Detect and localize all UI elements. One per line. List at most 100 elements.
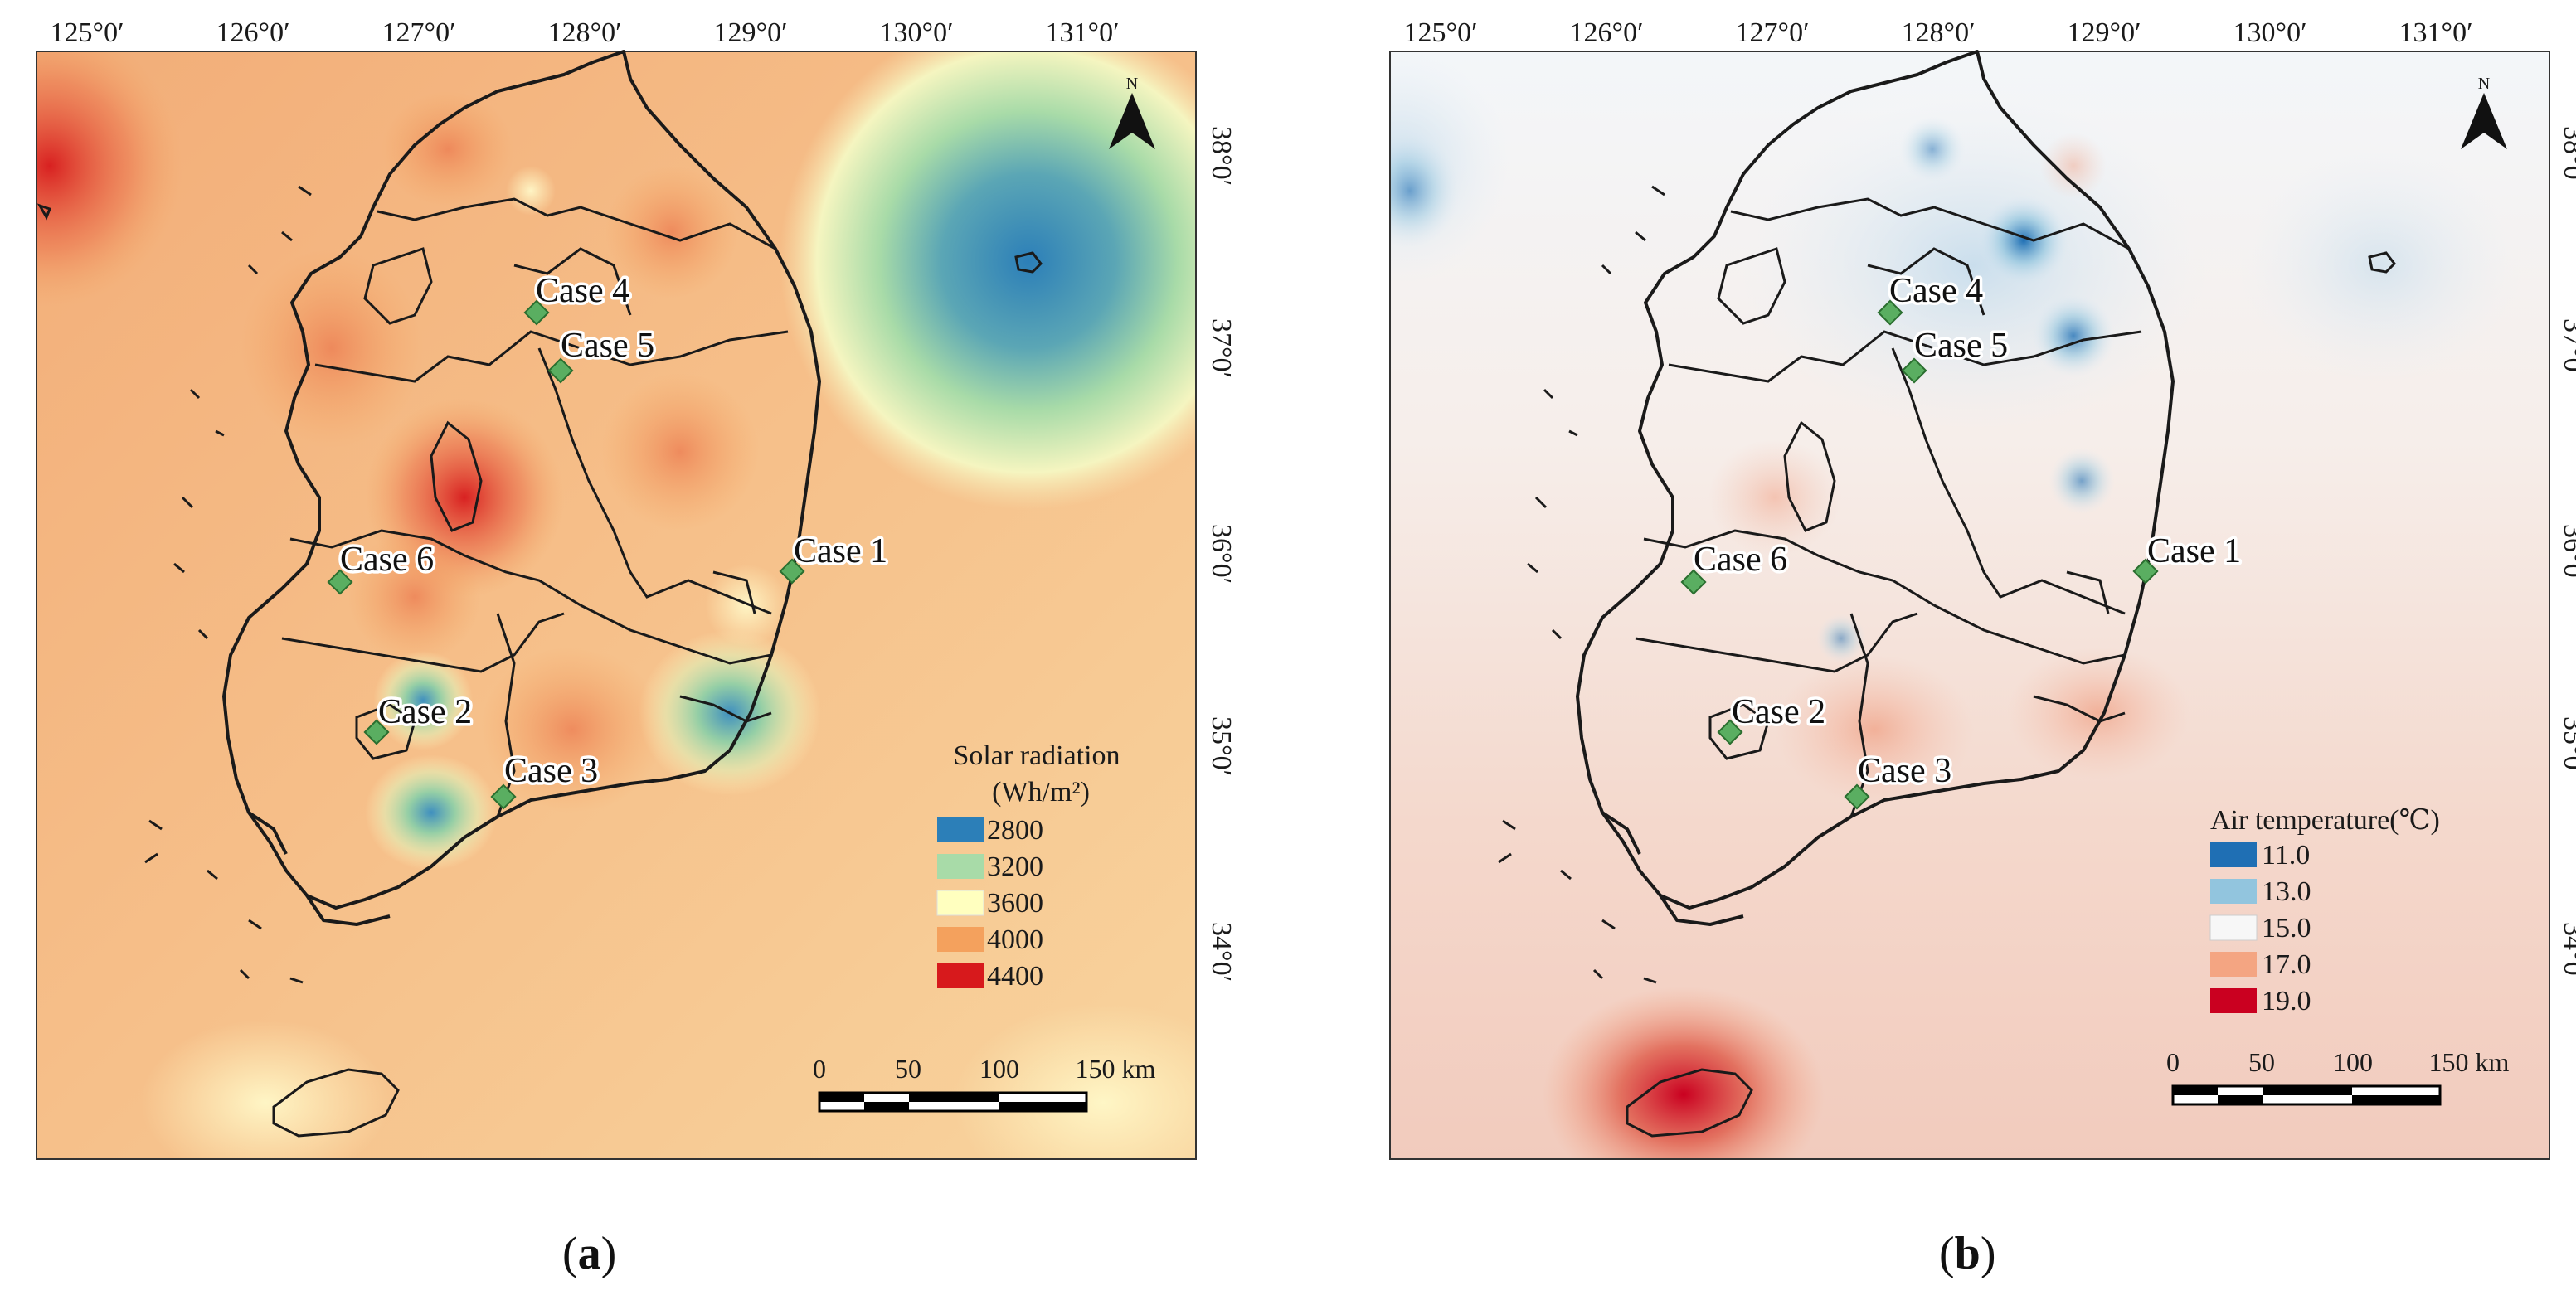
- panel-b: 125°0′ 126°0′ 127°0′ 128°0′ 129°0′ 130°0…: [1389, 17, 2576, 1160]
- legend-item: 3200: [937, 851, 1043, 882]
- legend-swatch: [2210, 842, 2257, 867]
- lat-label: 34°0′: [1206, 922, 1237, 982]
- legend-unit: (Wh/m²): [992, 777, 1090, 808]
- panel-b-case-markers: Case 1 Case 2 Case 3 Case 4 Case 5 Case …: [1680, 269, 2244, 810]
- legend-item: 19.0: [2210, 986, 2311, 1016]
- legend-label: 3600: [987, 888, 1043, 919]
- lon-label: 131°0′: [1045, 17, 1119, 48]
- case-marker[interactable]: Case 1: [779, 530, 891, 585]
- panel-b-coastline: [1576, 50, 2175, 926]
- panel-b-raster: [1390, 51, 2549, 1159]
- case-label: Case 6: [1694, 541, 1787, 579]
- case-label: Case 4: [1889, 272, 1983, 310]
- legend-item: 11.0: [2210, 840, 2310, 871]
- legend-item: 15.0: [2209, 913, 2311, 944]
- legend-item: 2800: [937, 815, 1043, 846]
- panel-a-case-markers: Case 1 Case 2 Case 3 Case 4 Case 5 Case …: [327, 269, 891, 810]
- north-label: N: [1126, 75, 1138, 93]
- lon-label: 127°0′: [382, 17, 455, 48]
- panel-b-scalebar: 0 50 100 150 km: [2166, 1047, 2510, 1106]
- lon-label: 126°0′: [216, 17, 289, 48]
- case-marker[interactable]: Case 5: [1901, 324, 2011, 384]
- case-marker[interactable]: Case 2: [363, 691, 475, 745]
- panel-a-islands: [36, 185, 1043, 1138]
- lat-label: 37°0′: [2558, 318, 2576, 378]
- legend-swatch: [2210, 988, 2257, 1013]
- scale-tick: 150 km: [1076, 1054, 1156, 1084]
- legend-label: 2800: [987, 815, 1043, 846]
- lon-label: 125°0′: [50, 17, 124, 48]
- legend-label: 3200: [987, 851, 1043, 882]
- lon-label: 126°0′: [1569, 17, 1643, 48]
- case-label: Case 6: [340, 541, 434, 579]
- case-marker[interactable]: Case 3: [1844, 750, 1955, 810]
- lat-label: 35°0′: [2558, 716, 2576, 776]
- panel-b-legend: Air temperature(℃) 11.0 13.0 15.0 17.0 1…: [2209, 805, 2440, 1016]
- legend-title: Solar radiation: [953, 740, 1120, 771]
- lon-label: 129°0′: [713, 17, 787, 48]
- panel-a-scalebar: 0 50 100 150 km: [813, 1054, 1156, 1113]
- panel-b-lon-labels: 125°0′ 126°0′ 127°0′ 128°0′ 129°0′ 130°0…: [1403, 17, 2472, 48]
- lat-label: 38°0′: [1206, 126, 1237, 186]
- lon-label: 128°0′: [547, 17, 621, 48]
- case-label: Case 4: [536, 272, 629, 310]
- scale-tick: 50: [895, 1054, 921, 1084]
- case-label: Case 3: [504, 752, 598, 790]
- lon-label: 130°0′: [2233, 17, 2306, 48]
- legend-label: 11.0: [2262, 840, 2310, 871]
- lat-label: 34°0′: [2558, 922, 2576, 982]
- lon-label: 131°0′: [2399, 17, 2472, 48]
- legend-swatch: [2210, 952, 2257, 977]
- lat-label: 35°0′: [1206, 716, 1237, 776]
- case-marker[interactable]: Case 2: [1717, 691, 1829, 745]
- legend-label: 19.0: [2262, 986, 2311, 1016]
- lon-label: 129°0′: [2067, 17, 2141, 48]
- case-marker[interactable]: Case 6: [1680, 538, 1791, 595]
- case-marker[interactable]: Case 6: [327, 538, 437, 595]
- case-label: Case 2: [378, 693, 472, 731]
- legend-item: 17.0: [2210, 949, 2311, 980]
- panel-b-boundaries: [1635, 197, 2142, 817]
- lon-label: 125°0′: [1403, 17, 1477, 48]
- legend-label: 4000: [987, 924, 1043, 955]
- legend-label: 15.0: [2262, 913, 2311, 944]
- panel-a: 125°0′ 126°0′ 127°0′ 128°0′ 129°0′ 130°0…: [36, 17, 1237, 1160]
- case-marker[interactable]: Case 4: [523, 269, 633, 326]
- scale-tick: 50: [2248, 1047, 2275, 1077]
- case-label: Case 2: [1732, 693, 1825, 731]
- legend-label: 17.0: [2262, 949, 2311, 980]
- legend-item: 4400: [937, 961, 1043, 992]
- legend-label: 4400: [987, 961, 1043, 992]
- panel-a-frame: [36, 51, 1197, 1160]
- lat-label: 36°0′: [1206, 524, 1237, 584]
- panel-b-north-arrow-icon: N: [2461, 75, 2507, 149]
- case-marker[interactable]: Case 4: [1877, 269, 1986, 326]
- panel-b-islands: [1498, 185, 2396, 1138]
- case-label: Case 1: [794, 532, 887, 570]
- scale-tick: 0: [813, 1054, 826, 1084]
- lat-label: 38°0′: [2558, 126, 2576, 186]
- north-label: N: [2478, 75, 2490, 93]
- case-marker[interactable]: Case 1: [2132, 530, 2244, 585]
- panel-a-north-arrow-icon: N: [1109, 75, 1155, 149]
- legend-item: 3600: [936, 888, 1043, 919]
- panel-b-caption: (b): [1939, 1228, 1996, 1279]
- case-marker[interactable]: Case 3: [490, 750, 601, 810]
- panel-b-lat-labels: 38°0′ 37°0′ 36°0′ 35°0′ 34°0′: [2558, 126, 2576, 982]
- panel-a-legend: Solar radiation (Wh/m²) 2800 3200 3600 4…: [936, 740, 1120, 992]
- legend-swatch: [2210, 879, 2257, 904]
- panel-a-boundaries: [281, 197, 789, 817]
- case-marker[interactable]: Case 5: [547, 324, 658, 384]
- case-label: Case 5: [561, 327, 654, 365]
- legend-swatch: [937, 817, 984, 842]
- case-label: Case 1: [2147, 532, 2241, 570]
- legend-title: Air temperature(℃): [2210, 805, 2440, 836]
- lon-label: 128°0′: [1901, 17, 1975, 48]
- lat-label: 36°0′: [2558, 524, 2576, 584]
- panel-a-lat-labels: 38°0′ 37°0′ 36°0′ 35°0′ 34°0′: [1206, 126, 1237, 982]
- lat-label: 37°0′: [1206, 318, 1237, 378]
- panel-a-caption: (a): [562, 1228, 617, 1279]
- case-label: Case 5: [1914, 327, 2008, 365]
- panel-b-frame: [1389, 51, 2550, 1160]
